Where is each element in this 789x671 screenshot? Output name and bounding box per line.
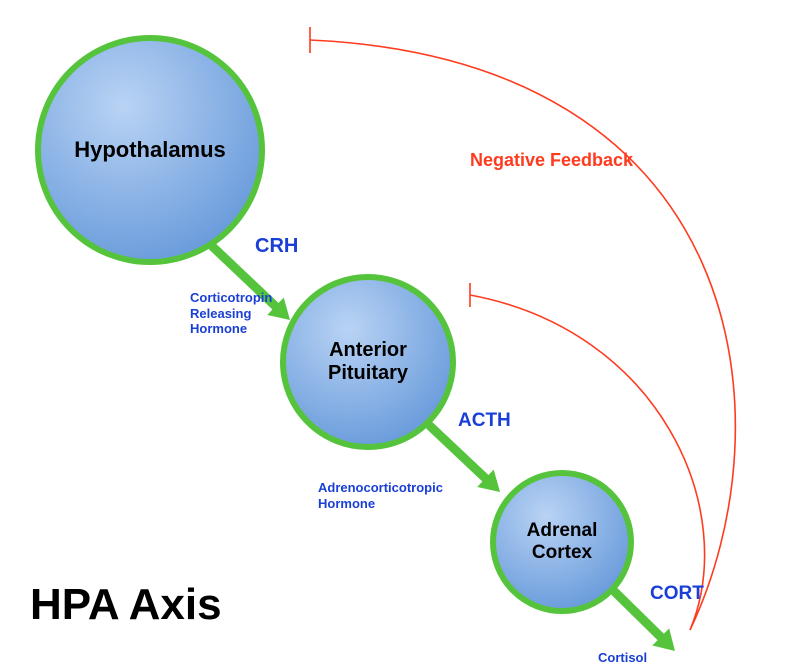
sublabel-crh: Corticotropin Releasing Hormone bbox=[190, 290, 272, 337]
page-title: HPA Axis bbox=[30, 580, 222, 630]
node-anterior-pituitary: Anterior Pituitary bbox=[280, 274, 456, 450]
diagram-stage: Hypothalamus Anterior Pituitary Adrenal … bbox=[0, 0, 789, 671]
label-cort: CORT bbox=[650, 583, 704, 605]
sublabel-cort: Cortisol bbox=[598, 650, 647, 666]
label-acth: ACTH bbox=[458, 410, 511, 432]
node-pituitary-label: Anterior Pituitary bbox=[328, 339, 408, 385]
node-adrenal-cortex: Adrenal Cortex bbox=[490, 470, 634, 614]
node-adrenal-label: Adrenal Cortex bbox=[527, 520, 598, 564]
node-hypothalamus-label: Hypothalamus bbox=[74, 137, 226, 163]
label-negative-feedback: Negative Feedback bbox=[470, 150, 633, 171]
sublabel-acth: Adrenocorticotropic Hormone bbox=[318, 480, 443, 511]
label-crh: CRH bbox=[255, 235, 298, 258]
node-hypothalamus: Hypothalamus bbox=[35, 35, 265, 265]
